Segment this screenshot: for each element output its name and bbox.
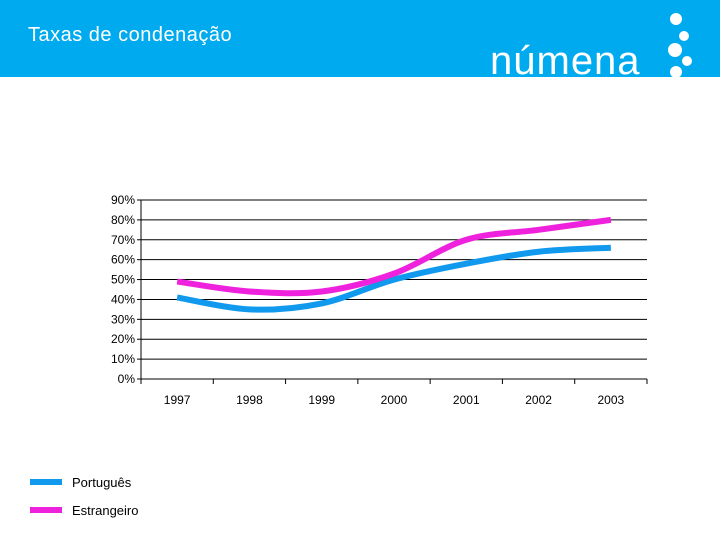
brand-logo: númena <box>490 13 692 87</box>
chart-legend: Português Estrangeiro <box>30 468 138 524</box>
x-tick-label-1999: 1999 <box>308 393 335 407</box>
legend-swatch-portugues <box>30 479 62 485</box>
logo-dot-1 <box>670 13 682 25</box>
legend-label-portugues: Português <box>72 474 132 490</box>
slide-title: Taxas de condenação <box>28 24 233 46</box>
y-tick-label-1: 10% <box>111 352 135 366</box>
x-tick-label-1998: 1998 <box>236 393 263 407</box>
chart-grid <box>141 199 647 360</box>
x-tick-label-2000: 2000 <box>381 393 408 407</box>
y-tick-label-2: 20% <box>111 332 135 346</box>
y-tick-label-5: 50% <box>111 273 135 287</box>
x-tick-label-2002: 2002 <box>525 393 552 407</box>
logo-dot-5 <box>670 66 682 78</box>
y-tick-labels: 0% 10% 20% 30% 40% 50% 60% 70% 80% 90% <box>111 193 135 386</box>
series-line-portugues <box>176 244 612 313</box>
chart-axes <box>137 199 648 384</box>
logo-dot-4 <box>682 56 692 66</box>
header-bar <box>0 0 720 77</box>
y-tick-label-3: 30% <box>111 312 135 326</box>
legend-label-estrangeiro: Estrangeiro <box>72 502 139 518</box>
x-tick-labels: 1997 1998 1999 2000 2001 2002 2003 <box>164 393 625 407</box>
y-tick-label-6: 60% <box>111 253 135 267</box>
y-tick-label-4: 40% <box>111 292 135 306</box>
x-tick-label-2003: 2003 <box>598 393 625 407</box>
y-tick-label-0: 0% <box>118 372 136 386</box>
y-tick-label-7: 70% <box>111 233 135 247</box>
logo-dot-2 <box>679 31 689 41</box>
logo-dot-3 <box>668 43 682 57</box>
legend-item-portugues: Português <box>30 468 138 496</box>
y-tick-label-8: 80% <box>111 213 135 227</box>
x-tick-label-2001: 2001 <box>453 393 480 407</box>
legend-item-estrangeiro: Estrangeiro <box>30 496 138 524</box>
series-line-estrangeiro <box>176 216 612 297</box>
chart-series <box>176 216 612 313</box>
brand-logo-text: númena <box>490 39 641 83</box>
x-tick-label-1997: 1997 <box>164 393 191 407</box>
logo-dot-6 <box>682 79 690 87</box>
y-tick-label-9: 90% <box>111 193 135 207</box>
legend-swatch-estrangeiro <box>30 507 62 513</box>
